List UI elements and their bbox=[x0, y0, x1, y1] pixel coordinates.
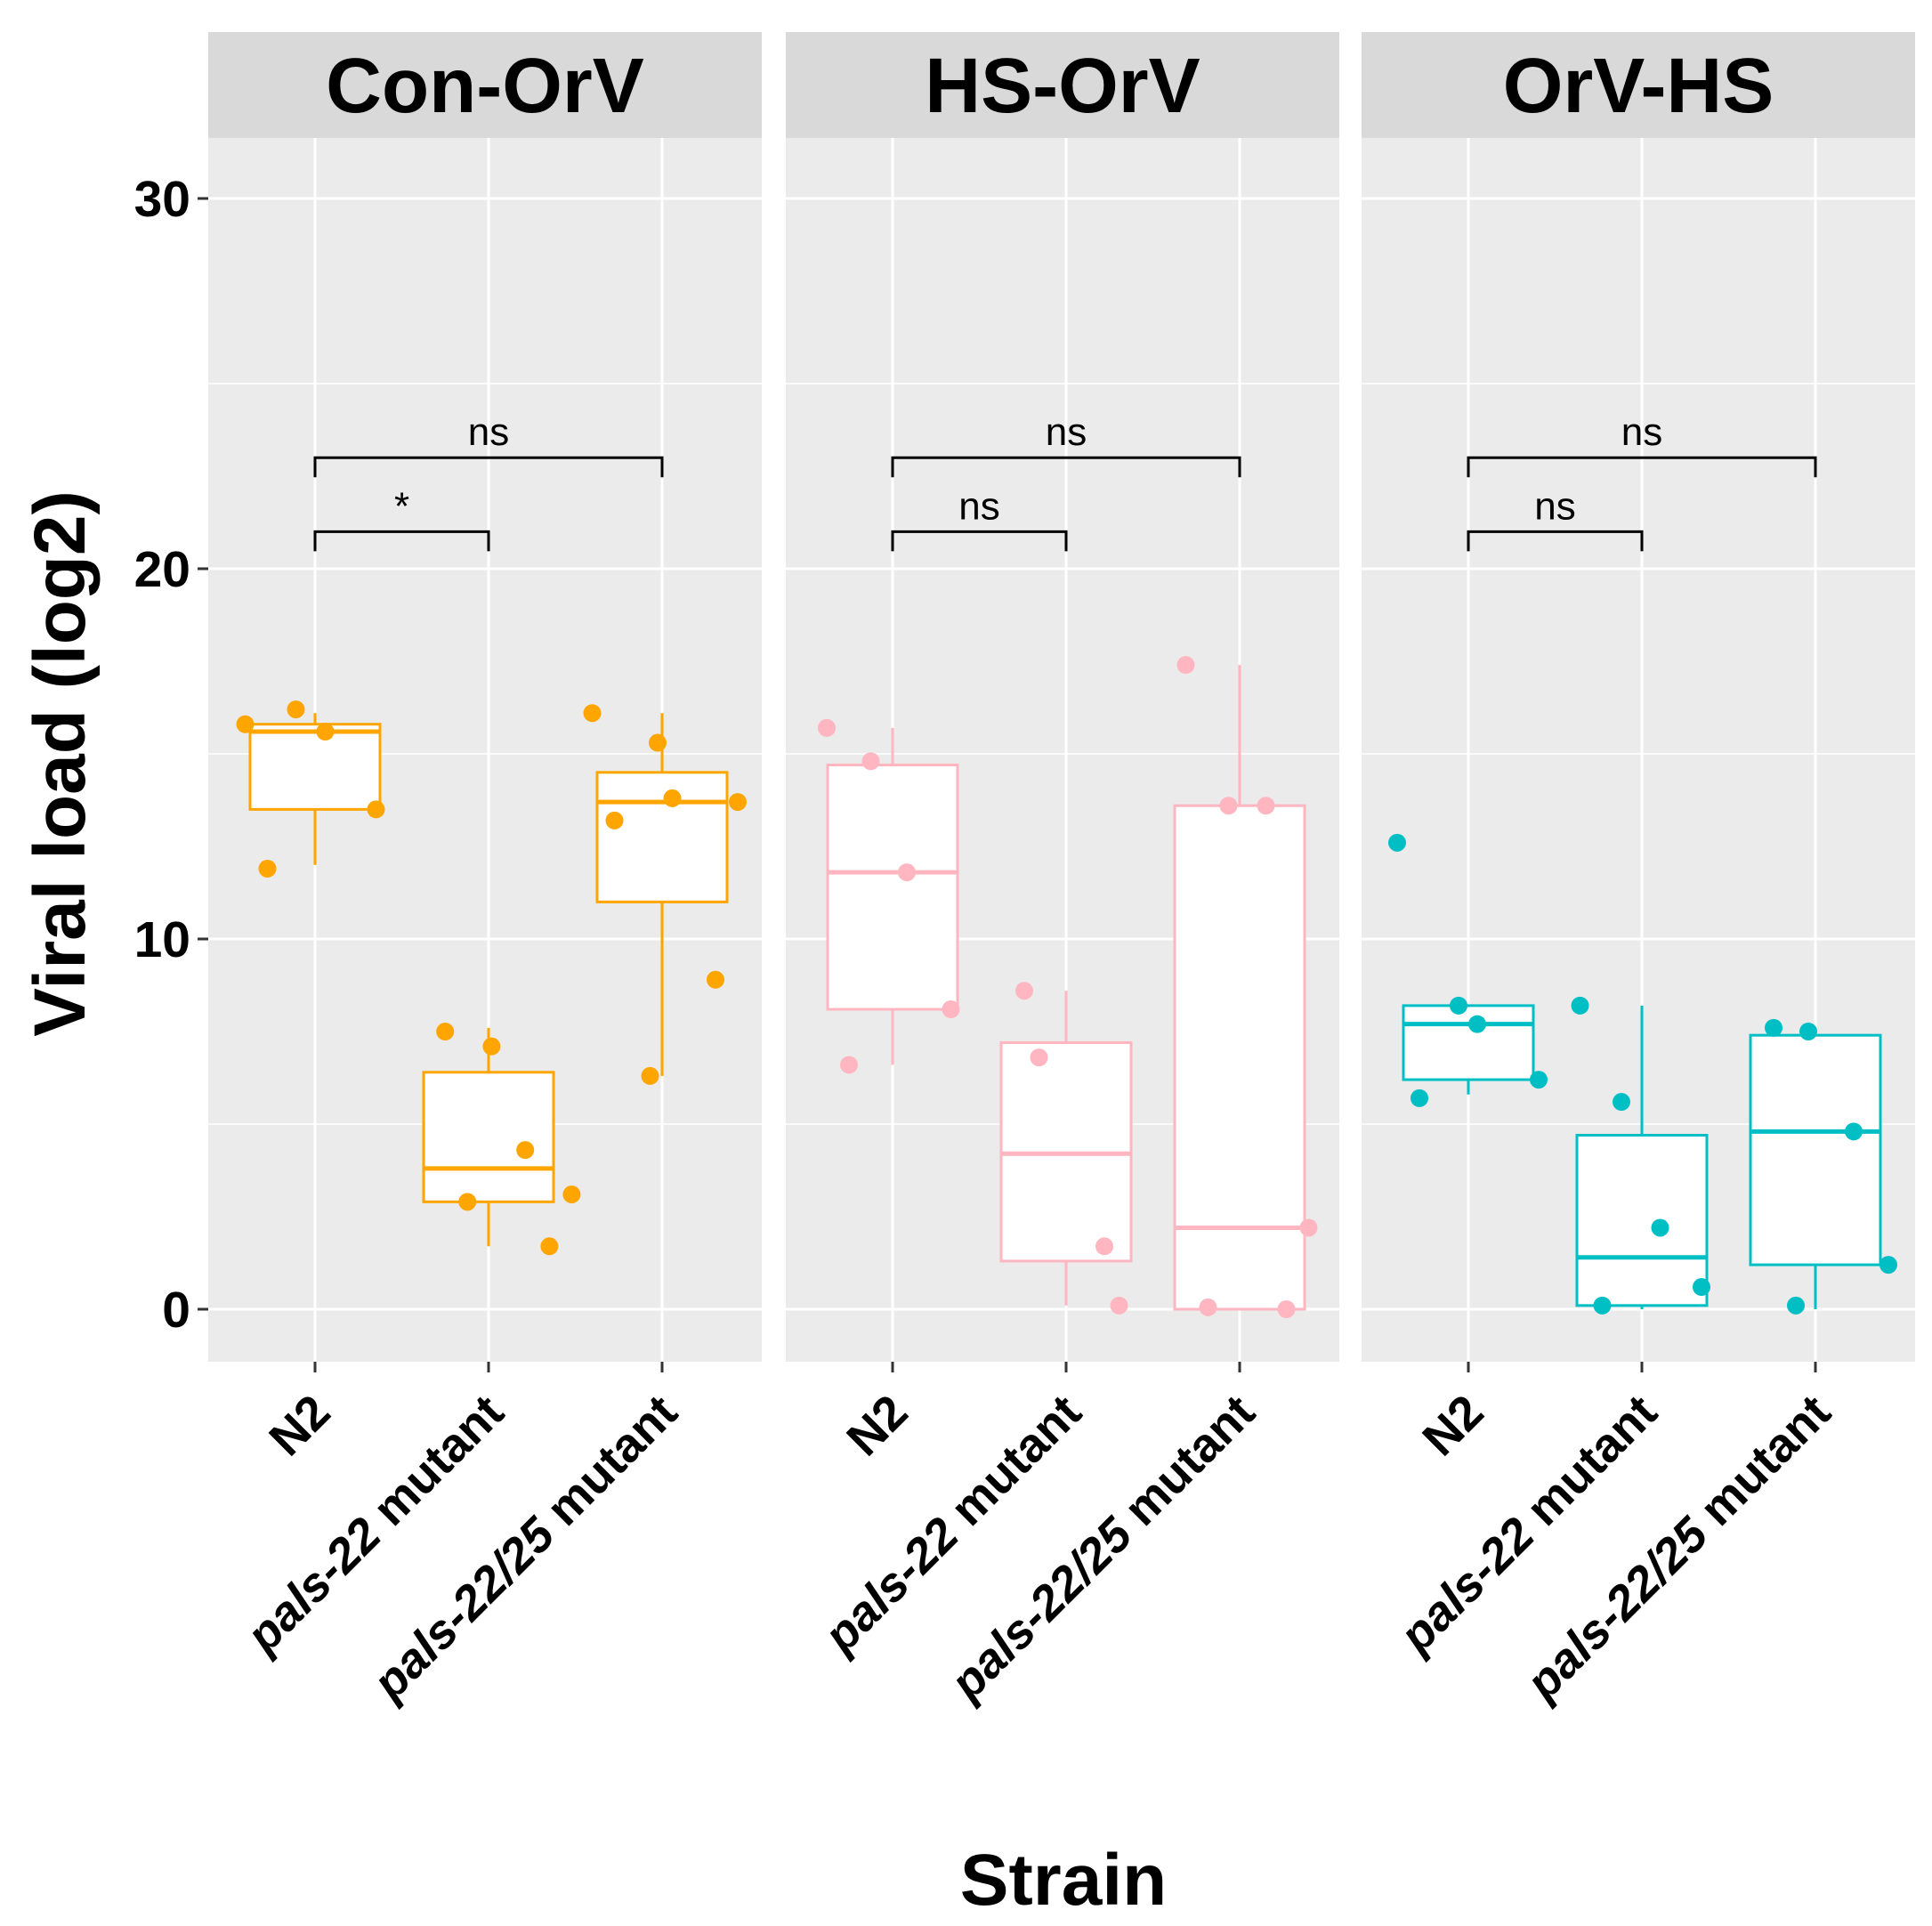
data-point bbox=[663, 789, 682, 807]
y-tick-label: 20 bbox=[134, 541, 190, 598]
data-point bbox=[1845, 1122, 1863, 1141]
data-point bbox=[1299, 1218, 1318, 1237]
data-point bbox=[1015, 982, 1033, 1000]
box bbox=[1388, 833, 1548, 1107]
significance-label: ns bbox=[468, 410, 509, 454]
significance-bracket: ns bbox=[1467, 484, 1644, 552]
box-iqr bbox=[1402, 1004, 1535, 1081]
y-axis-title: Viral load (log2) bbox=[20, 490, 101, 1037]
data-point bbox=[1799, 1023, 1817, 1040]
data-point bbox=[1593, 1296, 1612, 1315]
data-point bbox=[1879, 1256, 1897, 1275]
data-point bbox=[1030, 1048, 1048, 1067]
facet-title: OrV-HS bbox=[1503, 43, 1774, 129]
facet-title: Con-OrV bbox=[326, 43, 644, 129]
box-iqr bbox=[1749, 1033, 1882, 1266]
data-point bbox=[861, 752, 880, 771]
box bbox=[1173, 656, 1318, 1318]
data-point bbox=[1530, 1071, 1548, 1089]
data-point bbox=[840, 1056, 858, 1074]
data-point bbox=[1450, 996, 1467, 1015]
data-point bbox=[1219, 797, 1238, 815]
data-point bbox=[562, 1186, 581, 1204]
bracket-line bbox=[313, 530, 490, 552]
data-point bbox=[1277, 1300, 1296, 1318]
facet-title: HS-OrV bbox=[925, 43, 1200, 129]
bracket-line bbox=[313, 456, 664, 478]
significance-bracket: * bbox=[313, 484, 490, 552]
data-point bbox=[1787, 1296, 1805, 1315]
box bbox=[422, 1023, 581, 1256]
data-point bbox=[458, 1193, 477, 1211]
facet-strip bbox=[1362, 32, 1915, 138]
data-point bbox=[1411, 1088, 1428, 1107]
y-tick-label: 10 bbox=[134, 911, 190, 968]
significance-label: ns bbox=[1534, 484, 1575, 528]
bracket-line bbox=[891, 456, 1241, 478]
data-point bbox=[1257, 797, 1275, 815]
data-point bbox=[649, 733, 667, 752]
box-iqr bbox=[1173, 804, 1306, 1311]
facet-strip bbox=[786, 32, 1339, 138]
data-point bbox=[1176, 656, 1195, 675]
data-point bbox=[1199, 1298, 1217, 1316]
bracket-line bbox=[1467, 530, 1644, 552]
data-point bbox=[316, 723, 335, 741]
box bbox=[818, 718, 960, 1074]
data-point bbox=[641, 1066, 659, 1085]
data-point bbox=[1468, 1015, 1486, 1033]
box-iqr bbox=[422, 1071, 555, 1203]
data-point bbox=[258, 859, 277, 878]
data-point bbox=[818, 718, 836, 737]
data-point bbox=[1388, 833, 1406, 852]
box bbox=[236, 700, 385, 878]
significance-bracket: ns bbox=[313, 410, 664, 478]
y-axis: 0 10 20 30 bbox=[134, 171, 208, 1339]
significance-label: * bbox=[394, 484, 409, 528]
data-point bbox=[1765, 1018, 1782, 1037]
data-point bbox=[1571, 996, 1589, 1015]
box bbox=[583, 704, 747, 1085]
data-point bbox=[707, 970, 724, 989]
box-iqr bbox=[826, 763, 959, 1011]
box-iqr bbox=[1575, 1133, 1709, 1307]
data-point bbox=[1110, 1296, 1128, 1315]
significance-label: ns bbox=[958, 484, 999, 528]
data-point bbox=[516, 1141, 535, 1160]
data-point bbox=[367, 800, 385, 819]
data-point bbox=[605, 811, 624, 829]
x-axis-title: Strain bbox=[960, 1840, 1167, 1921]
y-tick-label: 30 bbox=[134, 171, 190, 228]
box bbox=[999, 982, 1133, 1315]
y-tick-label: 0 bbox=[162, 1282, 190, 1339]
significance-bracket: ns bbox=[891, 410, 1241, 478]
data-point bbox=[942, 1000, 960, 1019]
box-iqr bbox=[248, 723, 382, 811]
significance-label: ns bbox=[1046, 410, 1087, 454]
significance-bracket: ns bbox=[1467, 410, 1817, 478]
data-point bbox=[482, 1037, 501, 1056]
data-point bbox=[436, 1023, 455, 1040]
data-point bbox=[236, 715, 255, 733]
bracket-line bbox=[891, 530, 1068, 552]
data-point bbox=[1651, 1218, 1669, 1237]
data-point bbox=[1095, 1237, 1113, 1256]
box bbox=[1749, 1018, 1897, 1315]
data-point bbox=[729, 793, 747, 812]
facet-strip bbox=[208, 32, 762, 138]
data-point bbox=[898, 863, 916, 882]
box-iqr bbox=[595, 771, 729, 903]
data-point bbox=[287, 700, 305, 719]
data-point bbox=[583, 704, 602, 723]
data-point bbox=[1613, 1093, 1630, 1112]
data-point bbox=[540, 1237, 559, 1256]
data-point bbox=[1693, 1278, 1710, 1297]
bracket-line bbox=[1467, 456, 1817, 478]
box bbox=[1571, 996, 1710, 1315]
significance-bracket: ns bbox=[891, 484, 1068, 552]
significance-label: ns bbox=[1621, 410, 1662, 454]
